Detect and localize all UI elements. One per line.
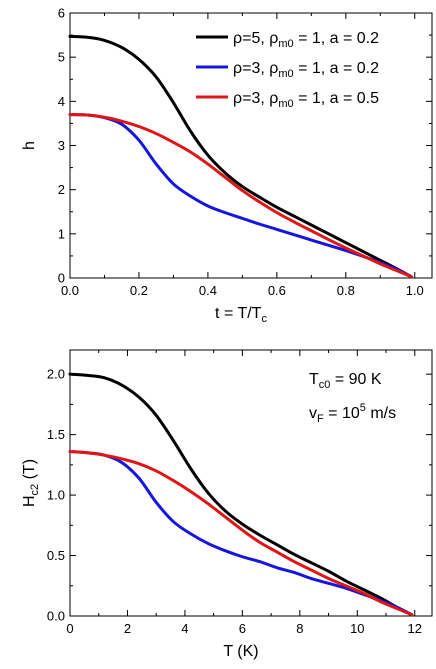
x-tick-label: 10: [350, 621, 364, 636]
annotation-2: vF = 105 m/s: [309, 402, 396, 425]
x-tick-label: 0.6: [268, 283, 286, 298]
series-line-2: [68, 113, 413, 279]
legend-label-2: ρ=3, ρm0 = 1, a = 0.2: [233, 60, 379, 80]
y-tick-label: 1: [58, 226, 65, 241]
y-tick-label: 3: [58, 138, 65, 153]
y-tick-label: 2: [58, 182, 65, 197]
y-tick-label: 2.0: [47, 367, 65, 382]
x-tick-label: 0.2: [130, 283, 148, 298]
x-tick-label: 12: [408, 621, 422, 636]
annotation-1: Tc0 = 90 K: [309, 371, 382, 391]
x-tick-label: 0.0: [61, 283, 79, 298]
x-tick-label: 1.0: [406, 283, 424, 298]
chart-panel-1: 0.0 0.2 0.4 0.6 0.8 1.0 0 1 2 3 4 5 6 t = T/Tc h ρ=5, ρ…: [21, 6, 433, 325]
y-tick-label: 1.5: [47, 427, 65, 442]
y-tick-label: 0.5: [47, 548, 65, 563]
y-axis-label: Hc2 (T): [21, 459, 41, 507]
series-line-3: [68, 450, 414, 617]
series-line-3: [68, 113, 413, 279]
x-axis-label: t = T/Tc: [215, 305, 267, 325]
x-tick-label: 4: [181, 621, 188, 636]
y-tick-label: 0.0: [47, 609, 65, 624]
chart-panel-2: 0 2 4 6 8 10 12 0.0 0.5 1.0 1.5 2.0 T (K) Hc2 (T) Tc0 …: [21, 349, 433, 660]
series-line-2: [68, 450, 414, 617]
x-tick-label: 8: [296, 621, 303, 636]
plot-frame: [69, 12, 433, 279]
x-axis-label: T (K): [223, 643, 258, 660]
legend-label-1: ρ=5, ρm0 = 1, a = 0.2: [233, 30, 379, 50]
x-tick-label: 0.8: [337, 283, 355, 298]
series-line-1: [68, 34, 413, 279]
plot-frame: [69, 349, 433, 617]
x-tick-label: 0: [66, 621, 73, 636]
y-axis-label: h: [21, 141, 38, 150]
y-tick-label: 1.0: [47, 488, 65, 503]
y-tick-label: 5: [58, 50, 65, 65]
x-tick-label: 0.4: [199, 283, 217, 298]
x-tick-label: 2: [124, 621, 131, 636]
legend-label-3: ρ=3, ρm0 = 1, a = 0.5: [233, 90, 379, 110]
y-tick-label: 6: [58, 6, 65, 21]
series-line-1: [68, 372, 414, 617]
y-tick-label: 0: [58, 271, 65, 286]
x-tick-label: 6: [239, 621, 246, 636]
y-tick-label: 4: [58, 94, 65, 109]
legend: ρ=5, ρm0 = 1, a = 0.2 ρ=3, ρm0 = 1, a = 0…: [196, 30, 379, 110]
